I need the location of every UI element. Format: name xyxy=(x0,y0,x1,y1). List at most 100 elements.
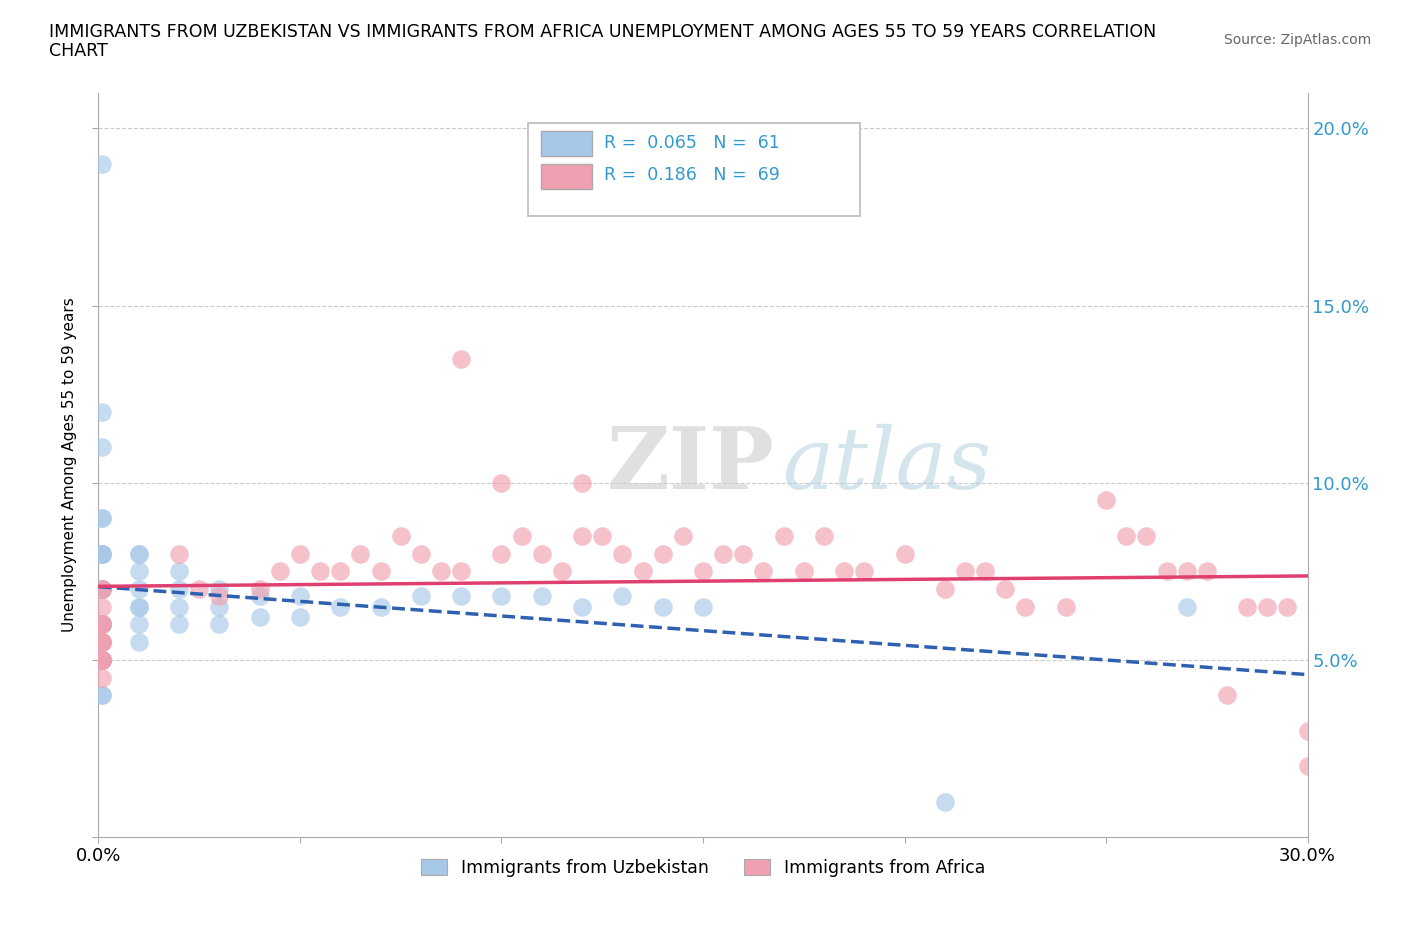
Point xyxy=(128,546,150,561)
Point xyxy=(91,581,114,596)
Text: R =  0.065   N =  61: R = 0.065 N = 61 xyxy=(603,134,779,152)
Point xyxy=(91,671,114,685)
Point xyxy=(329,599,352,614)
Point xyxy=(91,653,114,668)
Point xyxy=(91,617,114,631)
Text: Source: ZipAtlas.com: Source: ZipAtlas.com xyxy=(1223,33,1371,46)
Point xyxy=(91,581,114,596)
Point xyxy=(934,581,956,596)
Point xyxy=(91,653,114,668)
Point xyxy=(91,546,114,561)
Point xyxy=(370,599,392,614)
Point xyxy=(1156,564,1178,578)
Point xyxy=(91,440,114,455)
Point xyxy=(591,528,613,543)
Text: R =  0.186   N =  69: R = 0.186 N = 69 xyxy=(603,166,780,184)
Point xyxy=(612,589,634,604)
Point xyxy=(91,634,114,649)
Point xyxy=(167,564,190,578)
Point xyxy=(409,546,432,561)
Point xyxy=(91,653,114,668)
Y-axis label: Unemployment Among Ages 55 to 59 years: Unemployment Among Ages 55 to 59 years xyxy=(62,298,77,632)
Point xyxy=(91,653,114,668)
Point xyxy=(91,617,114,631)
Point xyxy=(91,634,114,649)
Point xyxy=(1115,528,1137,543)
Point xyxy=(491,475,513,490)
Point xyxy=(128,564,150,578)
Point xyxy=(249,610,271,625)
Point xyxy=(1014,599,1036,614)
Point xyxy=(91,653,114,668)
Point xyxy=(692,599,714,614)
Point xyxy=(91,653,114,668)
Point xyxy=(934,794,956,809)
Point xyxy=(651,599,673,614)
Point xyxy=(1054,599,1077,614)
Point xyxy=(450,352,472,366)
Point xyxy=(1135,528,1157,543)
Point xyxy=(91,688,114,703)
Point xyxy=(974,564,997,578)
FancyBboxPatch shape xyxy=(541,164,592,189)
Point xyxy=(953,564,976,578)
Point xyxy=(91,405,114,419)
Point xyxy=(832,564,855,578)
Point xyxy=(91,546,114,561)
Point xyxy=(1175,564,1198,578)
Point xyxy=(1256,599,1278,614)
Point xyxy=(91,617,114,631)
Point xyxy=(571,475,593,490)
Point xyxy=(91,599,114,614)
Point xyxy=(288,589,311,604)
Point xyxy=(672,528,695,543)
Point xyxy=(994,581,1017,596)
Point xyxy=(91,617,114,631)
Point xyxy=(91,511,114,525)
Point xyxy=(208,581,231,596)
Point xyxy=(91,617,114,631)
Point xyxy=(91,653,114,668)
Point xyxy=(208,617,231,631)
Point xyxy=(128,599,150,614)
Point xyxy=(249,581,271,596)
Point xyxy=(530,589,553,604)
Point xyxy=(1095,493,1118,508)
Point xyxy=(370,564,392,578)
Point xyxy=(91,546,114,561)
Point xyxy=(91,688,114,703)
Point xyxy=(167,581,190,596)
Point xyxy=(491,589,513,604)
Point xyxy=(551,564,574,578)
Point xyxy=(288,610,311,625)
FancyBboxPatch shape xyxy=(527,123,860,216)
Text: atlas: atlas xyxy=(782,424,991,506)
Point xyxy=(91,581,114,596)
Point xyxy=(612,546,634,561)
Point xyxy=(128,634,150,649)
Point xyxy=(1296,724,1319,738)
Point xyxy=(91,653,114,668)
Point xyxy=(409,589,432,604)
Text: CHART: CHART xyxy=(49,42,108,60)
Point xyxy=(128,546,150,561)
Point xyxy=(1195,564,1218,578)
Point xyxy=(309,564,332,578)
Point xyxy=(269,564,291,578)
Point xyxy=(91,634,114,649)
Point xyxy=(1216,688,1239,703)
Point xyxy=(450,564,472,578)
Point xyxy=(631,564,654,578)
Point xyxy=(288,546,311,561)
Point xyxy=(571,599,593,614)
Point xyxy=(188,581,211,596)
Point xyxy=(510,528,533,543)
Point xyxy=(1236,599,1258,614)
Point xyxy=(450,589,472,604)
Point xyxy=(349,546,371,561)
Point xyxy=(167,599,190,614)
Point xyxy=(91,156,114,171)
Point xyxy=(1277,599,1299,614)
Point xyxy=(853,564,876,578)
Point xyxy=(571,528,593,543)
